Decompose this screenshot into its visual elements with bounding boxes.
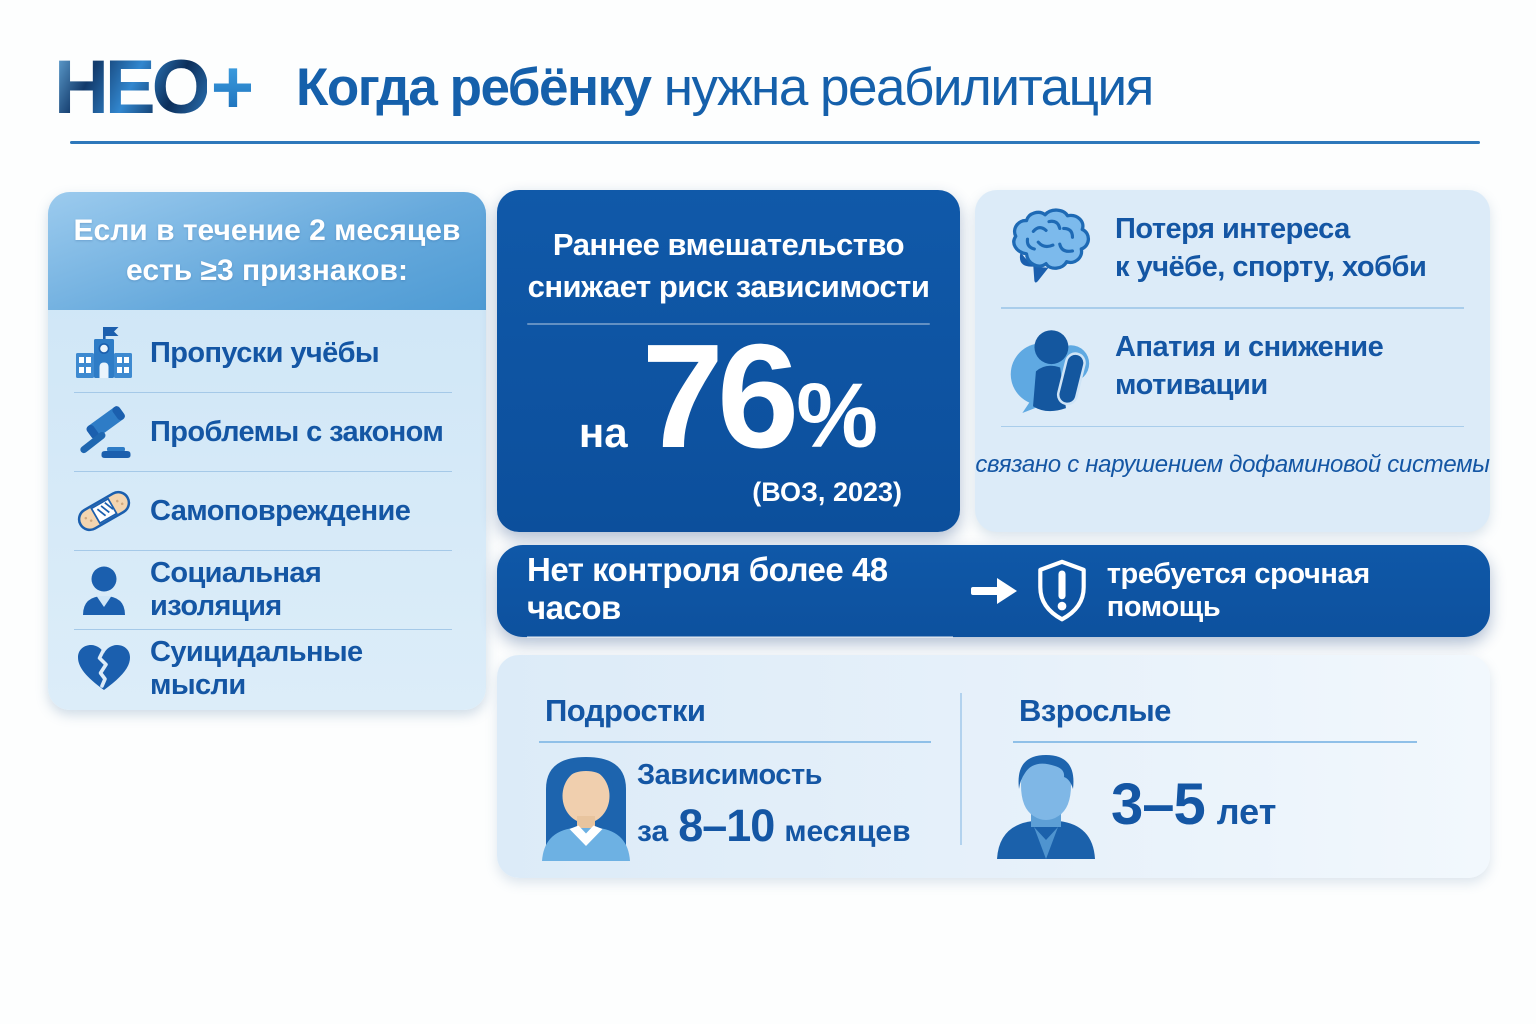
stat-percent-sign: %: [796, 365, 879, 468]
brain-icon: [1003, 206, 1095, 292]
teens-prefix: за: [637, 815, 669, 849]
teens-line2: за 8–10 месяцев: [637, 800, 911, 852]
gavel-icon: [74, 405, 134, 459]
stat-value: 76: [641, 314, 800, 480]
teens-title: Подростки: [545, 693, 706, 728]
logo-plus-icon: +: [210, 45, 255, 130]
bandage-icon: [74, 486, 134, 536]
page-title-emphasis: Когда ребёнку: [296, 58, 652, 117]
school-icon: [74, 326, 134, 380]
adults-duration-text: 3–5 лет: [1111, 771, 1276, 838]
urgent-help-banner: Нет контроля более 48 часов требуется ср…: [497, 545, 1490, 638]
list-item: Потеря интереса к учёбе, спорту, хобби: [975, 190, 1490, 307]
list-item: Апатия и снижение мотивации: [975, 309, 1490, 426]
logo-text: НЕО: [54, 45, 211, 130]
teens-value: 8–10: [678, 800, 775, 852]
divider: [1001, 307, 1464, 309]
stat-title-line1: Раннее вмешательство: [552, 227, 905, 262]
adults-value: 3–5: [1111, 772, 1206, 837]
divider: [960, 693, 962, 845]
list-item-label: Проблемы с законом: [150, 415, 444, 448]
teens-line1: Зависимость: [637, 759, 822, 791]
list-item: Самоповреждение: [74, 471, 452, 550]
list-item-label: Суицидальные мысли: [150, 636, 363, 701]
stat-prefix: на: [578, 409, 628, 457]
teens-unit: месяцев: [784, 815, 911, 849]
symptom-line2: к учёбе, спорту, хобби: [1115, 250, 1427, 283]
symptom-label: Апатия и снижение мотивации: [1115, 329, 1384, 404]
banner-action: требуется срочная помощь: [1106, 558, 1370, 623]
divider: [1013, 741, 1417, 743]
teen-avatar: [525, 749, 647, 866]
list-item: Суицидальные мысли: [74, 629, 452, 708]
list-item: Проблемы с законом: [74, 392, 452, 471]
timeline-panel: Подростки Зависимость за 8–10 месяцев: [497, 655, 1490, 878]
page-title: Когда ребёнку нужна реабилитация: [296, 56, 1155, 120]
adults-title: Взрослые: [1019, 693, 1171, 728]
symptom-line1: Потеря интереса: [1115, 212, 1350, 245]
teens-section: Подростки Зависимость за 8–10 месяцев: [497, 655, 961, 878]
person-icon: [74, 564, 134, 616]
list-item: Социальная изоляция: [74, 550, 452, 629]
neo-plus-logo: НЕО+: [54, 50, 255, 126]
symptom-line1: Апатия и снижение: [1115, 331, 1384, 364]
broken-heart-icon: [74, 644, 134, 694]
page-title-rest: нужна реабилитация: [650, 58, 1155, 117]
adults-section: Взрослые 3–5 лет: [961, 655, 1490, 878]
list-item-label: Пропуски учёбы: [150, 336, 380, 369]
stat-source: (ВОЗ, 2023): [752, 477, 902, 507]
divider: [539, 741, 931, 743]
symptoms-panel: Потеря интереса к учёбе, спорту, хобби А…: [975, 190, 1490, 532]
symptom-label: Потеря интереса к учёбе, спорту, хобби: [1115, 211, 1427, 286]
list-item-label: Самоповреждение: [150, 494, 411, 527]
criteria-panel-heading: Если в течение 2 месяцев есть ≥3 признак…: [48, 192, 486, 310]
shield-alert-icon: [1031, 558, 1093, 624]
symptoms-footnote: связано с нарушением дофаминовой системы: [975, 451, 1490, 478]
stat-title-line2: снижает риск зависимости: [527, 268, 930, 304]
criteria-list: Пропуски учёбы: [48, 310, 486, 708]
divider: [527, 323, 930, 326]
header-divider: [70, 141, 1480, 144]
adults-unit: лет: [1216, 791, 1277, 832]
banner-condition: Нет контроля более 48 часов: [527, 551, 953, 638]
divider: [1001, 425, 1464, 427]
stat-title: Раннее вмешательство снижает риск зависи…: [497, 224, 960, 307]
apathy-icon: [1003, 321, 1095, 413]
criteria-heading-line1: Если в течение 2 месяцев: [73, 214, 461, 248]
adult-avatar: [983, 745, 1109, 864]
criteria-panel: Если в течение 2 месяцев есть ≥3 признак…: [48, 192, 486, 710]
list-item-label: Социальная изоляция: [150, 557, 322, 622]
early-intervention-stat-panel: Раннее вмешательство снижает риск зависи…: [497, 190, 960, 532]
teens-duration-text: Зависимость за 8–10 месяцев: [637, 759, 911, 852]
list-item: Пропуски учёбы: [74, 314, 452, 392]
arrow-right-icon: [970, 578, 1017, 604]
criteria-heading-line2: есть ≥3 признаков:: [126, 254, 408, 287]
symptom-line2: мотивации: [1115, 369, 1268, 401]
stat-value-line: на 76 %: [497, 314, 960, 480]
